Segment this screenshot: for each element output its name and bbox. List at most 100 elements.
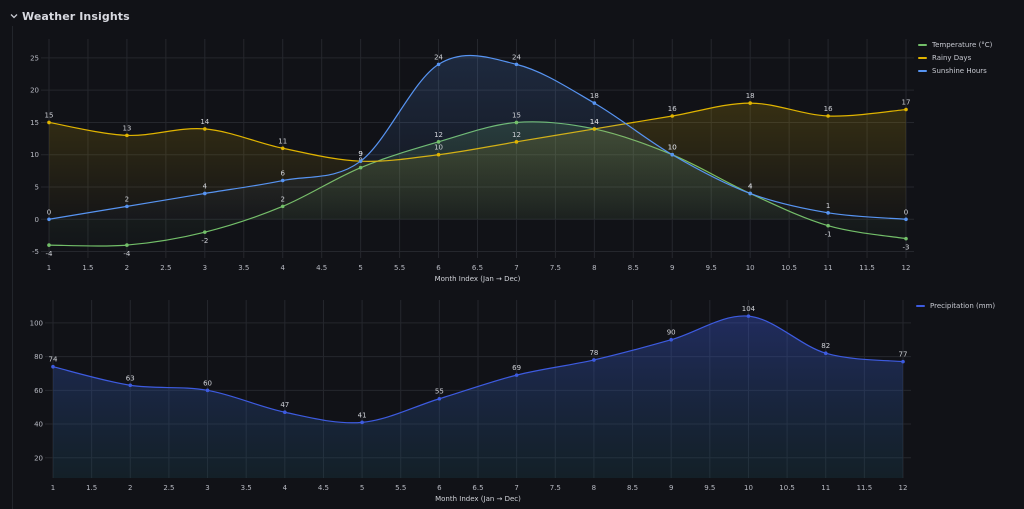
data-point: [748, 101, 752, 105]
data-label: 60: [203, 379, 212, 387]
data-label: 6: [280, 170, 285, 178]
legend-swatch: [918, 69, 927, 72]
data-point: [826, 223, 830, 228]
series-area: [53, 315, 903, 478]
data-label: 24: [434, 53, 443, 61]
x-axis-label: Month Index (Jan → Dec): [435, 495, 521, 503]
row-header: Weather Insights: [0, 0, 1024, 34]
chevron-down-icon[interactable]: [8, 10, 20, 22]
legend-item[interactable]: Precipitation (mm): [916, 299, 995, 312]
data-label: -2: [201, 237, 208, 245]
y-tick-label: 10: [30, 151, 39, 159]
data-point: [904, 107, 908, 112]
data-point: [358, 159, 363, 163]
data-point: [592, 127, 597, 131]
data-label: 104: [742, 305, 756, 313]
x-tick-label: 6: [436, 264, 441, 272]
data-label: 24: [512, 53, 521, 61]
legend-label: Sunshine Hours: [932, 66, 987, 75]
data-point: [436, 62, 441, 67]
x-tick-label: 11.5: [859, 264, 875, 272]
data-point: [280, 204, 285, 209]
data-label: 4: [748, 182, 753, 190]
y-tick-label: 20: [34, 454, 43, 462]
legend-label: Precipitation (mm): [930, 301, 996, 310]
data-label: 10: [434, 144, 443, 152]
data-label: 12: [512, 131, 521, 139]
legend-item[interactable]: Rainy Days: [918, 51, 992, 64]
data-point: [901, 359, 905, 364]
x-tick-label: 4: [283, 484, 288, 492]
data-label: 15: [45, 111, 54, 119]
data-point: [592, 358, 596, 362]
data-label: 69: [512, 364, 521, 372]
data-label: 14: [200, 118, 209, 126]
chart-legend-top: Temperature (°C) Rainy Days Sunshine Hours: [918, 38, 992, 77]
x-tick-label: 8: [592, 484, 596, 492]
data-label: 10: [668, 144, 677, 152]
x-tick-label: 5: [360, 484, 364, 492]
x-tick-label: 1.5: [86, 484, 97, 492]
data-point: [358, 165, 363, 170]
data-point: [51, 364, 55, 369]
x-axis-label: Month Index (Jan → Dec): [435, 275, 521, 283]
x-tick-label: 1: [47, 264, 51, 272]
x-tick-label: 5: [358, 264, 362, 272]
y-tick-label: 20: [30, 87, 39, 95]
data-point: [47, 120, 51, 125]
data-label: -3: [903, 244, 910, 252]
x-tick-label: 3: [205, 484, 209, 492]
data-point: [748, 191, 752, 196]
data-label: 18: [746, 92, 755, 100]
data-point: [203, 127, 207, 131]
data-label: 77: [899, 351, 908, 359]
row-title[interactable]: Weather Insights: [22, 10, 130, 23]
y-tick-label: -5: [32, 248, 39, 256]
legend-item[interactable]: Sunshine Hours: [918, 64, 992, 77]
data-label: -4: [46, 250, 54, 258]
chart-legend-bottom: Precipitation (mm): [916, 299, 995, 312]
data-point: [904, 217, 908, 222]
x-tick-label: 2: [125, 264, 129, 272]
data-point: [669, 337, 673, 342]
x-tick-label: 9: [670, 264, 674, 272]
data-point: [746, 314, 751, 318]
series-area: [49, 55, 906, 220]
legend-swatch: [918, 43, 927, 46]
data-label: 0: [47, 208, 51, 216]
x-tick-label: 10: [746, 264, 755, 272]
x-tick-label: 12: [902, 264, 911, 272]
x-tick-label: 7.5: [550, 484, 561, 492]
x-tick-label: 11: [824, 264, 833, 272]
data-label: -4: [123, 250, 131, 258]
x-tick-label: 6.5: [472, 264, 483, 272]
data-point: [280, 178, 285, 183]
data-point: [283, 410, 287, 415]
y-tick-label: 100: [30, 319, 43, 327]
data-point: [670, 114, 675, 118]
data-point: [47, 217, 51, 222]
data-point: [203, 191, 207, 196]
x-tick-label: 1.5: [82, 264, 93, 272]
data-point: [514, 373, 519, 377]
data-label: 18: [590, 92, 599, 100]
data-label: 14: [590, 118, 599, 126]
x-tick-label: 5.5: [395, 484, 406, 492]
data-point: [125, 133, 129, 138]
data-point: [437, 396, 442, 401]
legend-item[interactable]: Temperature (°C): [918, 38, 992, 51]
data-label: 11: [278, 137, 287, 145]
x-tick-label: 12: [899, 484, 908, 492]
y-tick-label: 40: [34, 421, 43, 429]
x-tick-label: 9.5: [706, 264, 717, 272]
x-tick-label: 10: [744, 484, 753, 492]
data-label: 12: [434, 131, 443, 139]
data-point: [436, 140, 441, 144]
data-label: 16: [824, 105, 833, 113]
data-point: [360, 420, 364, 425]
data-point: [125, 243, 129, 247]
x-tick-label: 9.5: [704, 484, 715, 492]
x-tick-label: 3: [203, 264, 207, 272]
data-point: [904, 236, 908, 241]
data-label: -1: [825, 231, 832, 239]
